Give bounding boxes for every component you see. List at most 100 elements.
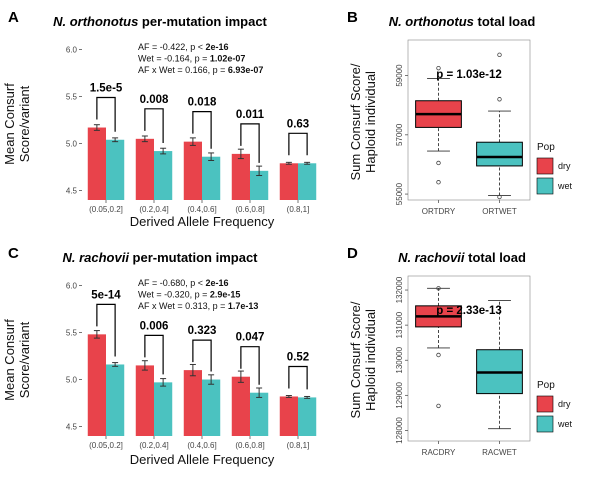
legend-label-dry: dry [558,399,571,409]
x-tick-label: (0.4,0.6] [187,205,216,214]
significance-bracket [240,346,260,385]
panel-letter: B [347,9,358,26]
p-value-label: 5e-14 [91,289,121,301]
x-tick-label: RACDRY [422,448,456,457]
outlier-point [497,97,502,102]
y-tick-label: 130000 [395,346,404,373]
x-axis-title: Derived Allele Frequency [130,452,275,467]
panel-c: C N. rachovii per-mutation impact Mean Con… [2,245,317,467]
bar-wet [250,170,269,200]
p-value-label: 0.047 [236,332,265,344]
y-tick-label: 55000 [395,182,404,205]
panel-letter: D [347,245,358,262]
panel-title: N. rachovii per-mutation impact [62,250,258,265]
x-tick-label: (0.4,0.6] [187,441,216,450]
y-tick-label: 132000 [395,276,404,303]
legend-label-wet: wet [557,419,573,429]
outlier-point [436,65,441,71]
outlier-point [436,403,441,409]
p-value-label: 0.323 [188,325,217,337]
bar-wet [298,397,317,436]
bar-dry [183,370,202,436]
x-tick-label: (0.05,0.2] [89,205,123,214]
y-axis-title: Sum Consurf Score/Haploid individual [348,301,378,418]
significance-bracket [240,123,260,163]
significance-bracket [144,108,164,144]
outlier-point [497,52,502,58]
bar-wet [106,139,125,200]
p-value-label: 0.006 [140,320,169,332]
y-axis-title-line1: Sum Consurf Score/ [348,301,363,418]
panel-letter: C [8,245,19,262]
plot-frame [407,275,531,442]
bar-wet [202,379,221,436]
p-value-label: 0.011 [236,109,265,121]
p-value-label: 0.52 [287,351,309,363]
bar-wet [250,392,269,436]
x-tick-label: (0.8,1] [287,441,310,450]
legend-title: Pop [537,380,555,391]
panel-letter: A [8,9,19,26]
panel-a: A N. orthonotus per-mutation impact Mean C… [2,9,317,229]
bar-wet [202,156,221,200]
y-tick-label: 57000 [395,123,404,146]
legend-swatch-dry [536,395,554,413]
box-wet [476,141,523,167]
bar-wet [298,163,317,200]
x-tick-label: (0.8,1] [287,205,310,214]
x-tick-label: ORTDRY [422,207,456,216]
bar-dry [279,396,298,436]
y-tick-label: 128000 [395,417,404,444]
outlier-point [436,352,441,358]
model-stat-line: AF x Wet = 0.166, p = 6.93e-07 [138,65,263,75]
legend-swatch-wet [536,177,554,195]
p-value-label: 0.63 [287,118,309,130]
bar-dry [183,141,202,200]
y-axis-title: Sum Consurf Score/Haploid individual [348,63,378,180]
outlier-point [436,160,441,166]
legend-swatch-dry [536,157,554,175]
y-axis-title-line2: Score/variant [17,321,32,398]
x-tick-label: (0.6,0.8] [235,205,264,214]
p-value-label: p = 1.03e-12 [436,69,502,81]
bar-wet [106,364,125,436]
significance-bracket [288,132,308,156]
panel-title: N. rachovii total load [398,250,526,265]
bar-dry [135,365,154,436]
x-tick-label: ORTWET [482,207,517,216]
y-tick-label: 6.0 [66,281,78,290]
x-tick-label: RACWET [482,448,517,457]
x-tick-label: (0.2,0.4] [139,441,168,450]
model-stat-line: Wet = -0.164, p = 1.02e-07 [138,54,245,64]
x-tick-label: (0.6,0.8] [235,441,264,450]
significance-bracket [192,339,212,372]
y-tick-label: 4.5 [66,423,78,432]
x-tick-label: (0.2,0.4] [139,205,168,214]
significance-bracket [144,334,164,375]
p-value-label: 1.5e-5 [90,83,123,95]
y-axis-title-line2: Haploid individual [363,309,378,411]
y-tick-label: 5.5 [66,328,78,337]
panel-b: B N. orthonotus total load Sum Consurf Sco… [347,9,573,216]
legend-title: Pop [537,142,555,153]
x-tick-label: (0.05,0.2] [89,441,123,450]
legend-swatch-wet [536,415,554,433]
y-axis-title: Mean Consurf Score/variant [2,319,32,401]
significance-bracket [288,365,308,390]
outlier-point [436,286,441,291]
bar-dry [87,127,106,200]
significance-bracket [192,111,212,149]
p-value-label: 0.008 [140,94,169,106]
legend-label-wet: wet [557,181,573,191]
y-tick-label: 5.0 [66,140,78,149]
model-stat-line: Wet = -0.320, p = 2.9e-15 [138,290,240,300]
y-tick-label: 4.5 [66,187,78,196]
significance-bracket [96,303,116,357]
bar-dry [135,138,154,200]
y-axis-title-line2: Haploid individual [363,71,378,173]
panel-title: N. orthonotus per-mutation impact [53,14,267,29]
p-value-label: p = 2.33e-13 [436,305,502,317]
